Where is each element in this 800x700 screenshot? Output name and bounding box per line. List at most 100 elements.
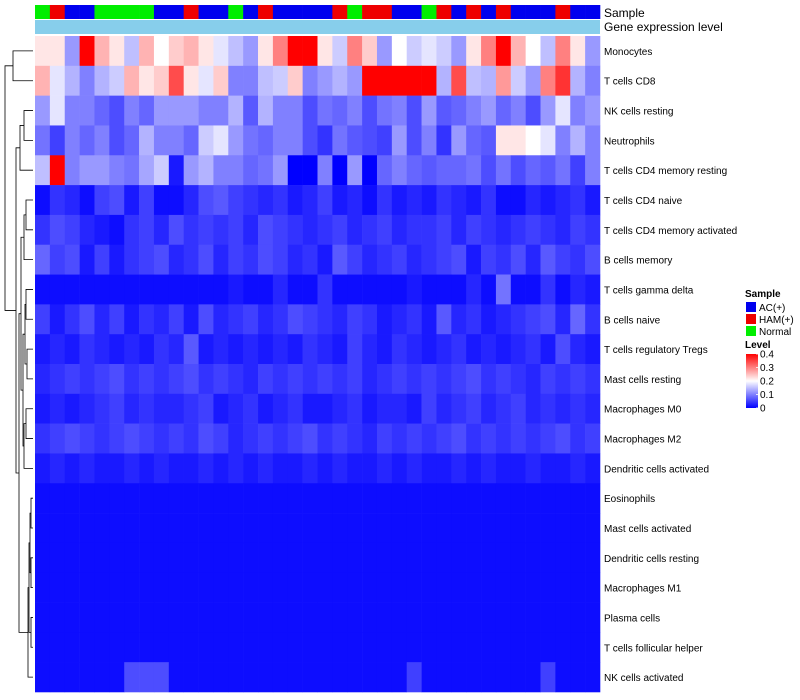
row-label: Macrophages M1 (604, 584, 682, 595)
heatmap-cell (94, 65, 110, 96)
heatmap-cell (391, 423, 408, 454)
heatmap-cell (272, 65, 289, 96)
heatmap-cell (79, 602, 95, 633)
heatmap-cell (495, 125, 512, 156)
heatmap-cell (35, 36, 51, 67)
sample-legend-label: AC(+) (759, 303, 785, 314)
heatmap-cell (481, 572, 497, 603)
heatmap-cell (64, 632, 80, 663)
heatmap-cell (79, 274, 95, 305)
heatmap-cell (213, 364, 229, 395)
heatmap-cell (540, 364, 556, 395)
heatmap-cell (302, 513, 318, 544)
heatmap-cell (376, 274, 393, 305)
heatmap-cell (49, 36, 66, 67)
heatmap-cell (570, 662, 586, 693)
sample-annotation-bar (35, 5, 601, 19)
heatmap-cell (347, 214, 363, 246)
heatmap-cell (153, 155, 170, 186)
heatmap-cell (168, 423, 184, 454)
heatmap-cell (451, 423, 467, 454)
heatmap-cell (555, 304, 571, 335)
heatmap-cell (466, 572, 482, 603)
level-legend-title: Level (745, 340, 771, 351)
heatmap-cell (421, 423, 437, 454)
dendrogram-branch (25, 289, 33, 320)
heatmap-cell (198, 244, 214, 275)
heatmap-cell (213, 542, 229, 574)
heatmap-cell (332, 125, 348, 156)
heatmap-cell (49, 513, 66, 544)
sample-annotation-cell (436, 5, 452, 19)
heatmap-cell (332, 364, 348, 395)
heatmap-cell (436, 155, 452, 186)
heatmap-cell (466, 185, 482, 216)
heatmap-cell (168, 36, 184, 67)
heatmap-cell (436, 602, 452, 633)
row-label: T cells regulatory Tregs (604, 345, 708, 356)
heatmap-cell (183, 334, 199, 365)
sample-annotation-cell (421, 5, 437, 19)
heatmap-cell (347, 483, 363, 514)
heatmap-cell (109, 36, 125, 67)
sample-annotation-cell (198, 5, 214, 19)
heatmap-cell (258, 632, 274, 663)
heatmap-cell (376, 572, 393, 603)
heatmap-cell (451, 304, 467, 335)
heatmap-cell (525, 214, 541, 246)
heatmap-cell (362, 214, 378, 246)
heatmap-cell (272, 36, 289, 67)
heatmap-cell (228, 393, 244, 424)
heatmap-cell (302, 36, 318, 67)
heatmap-cell (94, 364, 110, 395)
heatmap-cell (510, 65, 526, 96)
heatmap-cell (302, 304, 318, 335)
heatmap-cell (198, 334, 214, 365)
heatmap-cell (525, 542, 541, 574)
heatmap-cell (153, 513, 170, 544)
heatmap-cell (347, 662, 363, 693)
heatmap-cell (109, 453, 125, 484)
heatmap-cell (510, 602, 526, 633)
heatmap-cell (570, 453, 586, 484)
heatmap-cell (421, 95, 437, 126)
heatmap-cell (168, 602, 184, 633)
heatmap-cell (376, 244, 393, 275)
heatmap-cell (287, 453, 303, 484)
heatmap-cell (481, 334, 497, 365)
heatmap-cell (332, 632, 348, 663)
heatmap-cell (302, 483, 318, 514)
heatmap-cell (258, 95, 274, 126)
heatmap-cell (391, 513, 408, 544)
level-tick-label: 0 (760, 404, 766, 415)
heatmap-cell (124, 393, 140, 424)
heatmap-cell (243, 274, 259, 305)
heatmap-cell (466, 36, 482, 67)
heatmap-cell (79, 572, 95, 603)
dendrogram-branch (23, 110, 33, 141)
heatmap-cell (198, 632, 214, 663)
heatmap-cell (228, 572, 244, 603)
heatmap-cell (139, 542, 155, 574)
heatmap-cell (481, 274, 497, 305)
heatmap-cell (540, 393, 556, 424)
heatmap-cell (213, 304, 229, 335)
heatmap-cell (139, 304, 155, 335)
heatmap-cell (495, 185, 512, 216)
sample-annotation-cell (64, 5, 80, 19)
heatmap-cell (64, 304, 80, 335)
heatmap-cell (525, 453, 541, 484)
heatmap-cell (302, 95, 318, 126)
heatmap-cell (302, 364, 318, 395)
heatmap-cell (421, 483, 437, 514)
heatmap-cell (198, 662, 214, 693)
heatmap-cell (510, 364, 526, 395)
heatmap-cell (317, 95, 333, 126)
heatmap-cell (510, 36, 526, 67)
heatmap-cell (510, 214, 526, 246)
heatmap-cell (451, 185, 467, 216)
heatmap-cell (540, 155, 556, 186)
heatmap-cell (495, 423, 512, 454)
heatmap-cell (49, 364, 66, 395)
heatmap-cell (466, 483, 482, 514)
